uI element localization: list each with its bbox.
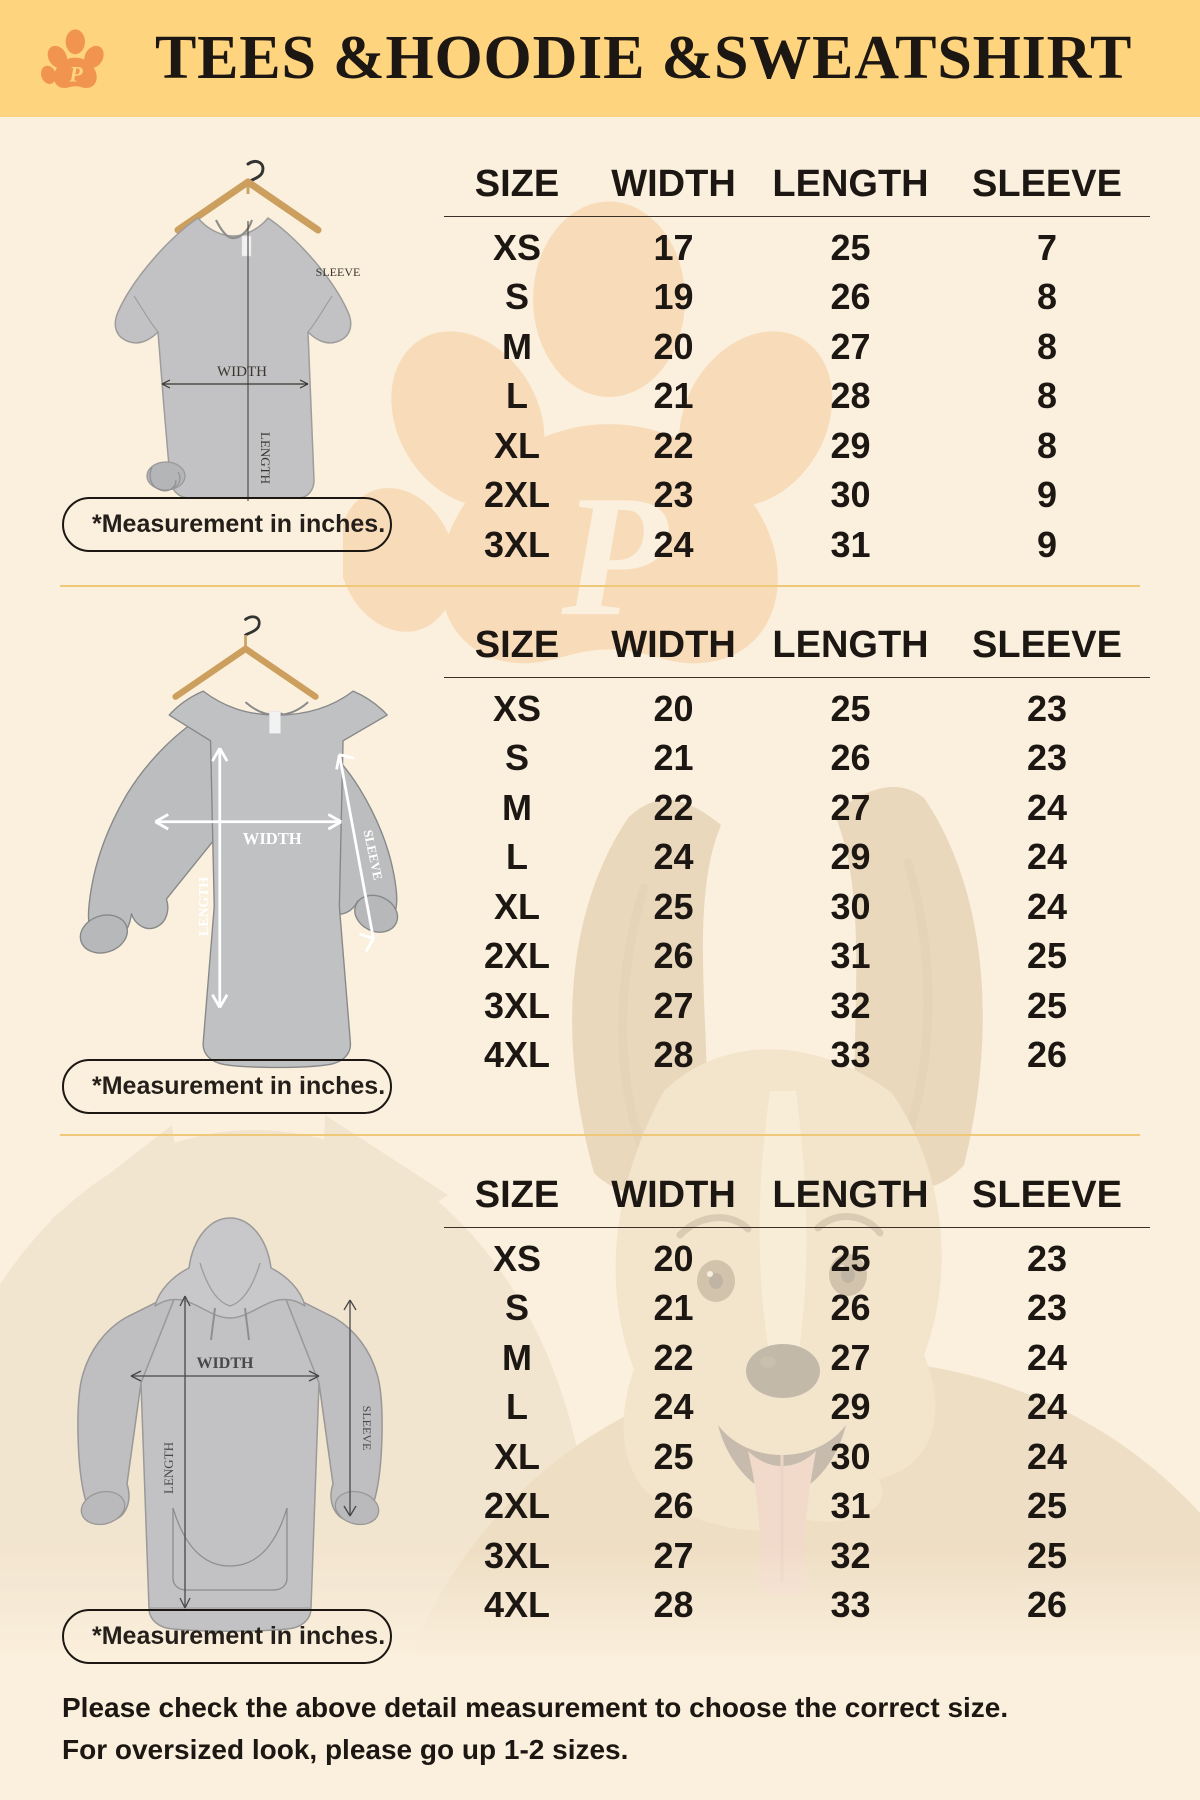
svg-text:P: P <box>68 62 83 87</box>
svg-text:WIDTH: WIDTH <box>197 1355 254 1372</box>
svg-text:SLEEVE: SLEEVE <box>316 265 361 279</box>
svg-text:LENGTH: LENGTH <box>258 432 273 484</box>
svg-text:SLEEVE: SLEEVE <box>360 1406 374 1451</box>
svg-text:WIDTH: WIDTH <box>243 829 302 848</box>
svg-text:LENGTH: LENGTH <box>161 1442 176 1494</box>
svg-text:LENGTH: LENGTH <box>196 877 211 936</box>
svg-text:WIDTH: WIDTH <box>217 364 267 380</box>
